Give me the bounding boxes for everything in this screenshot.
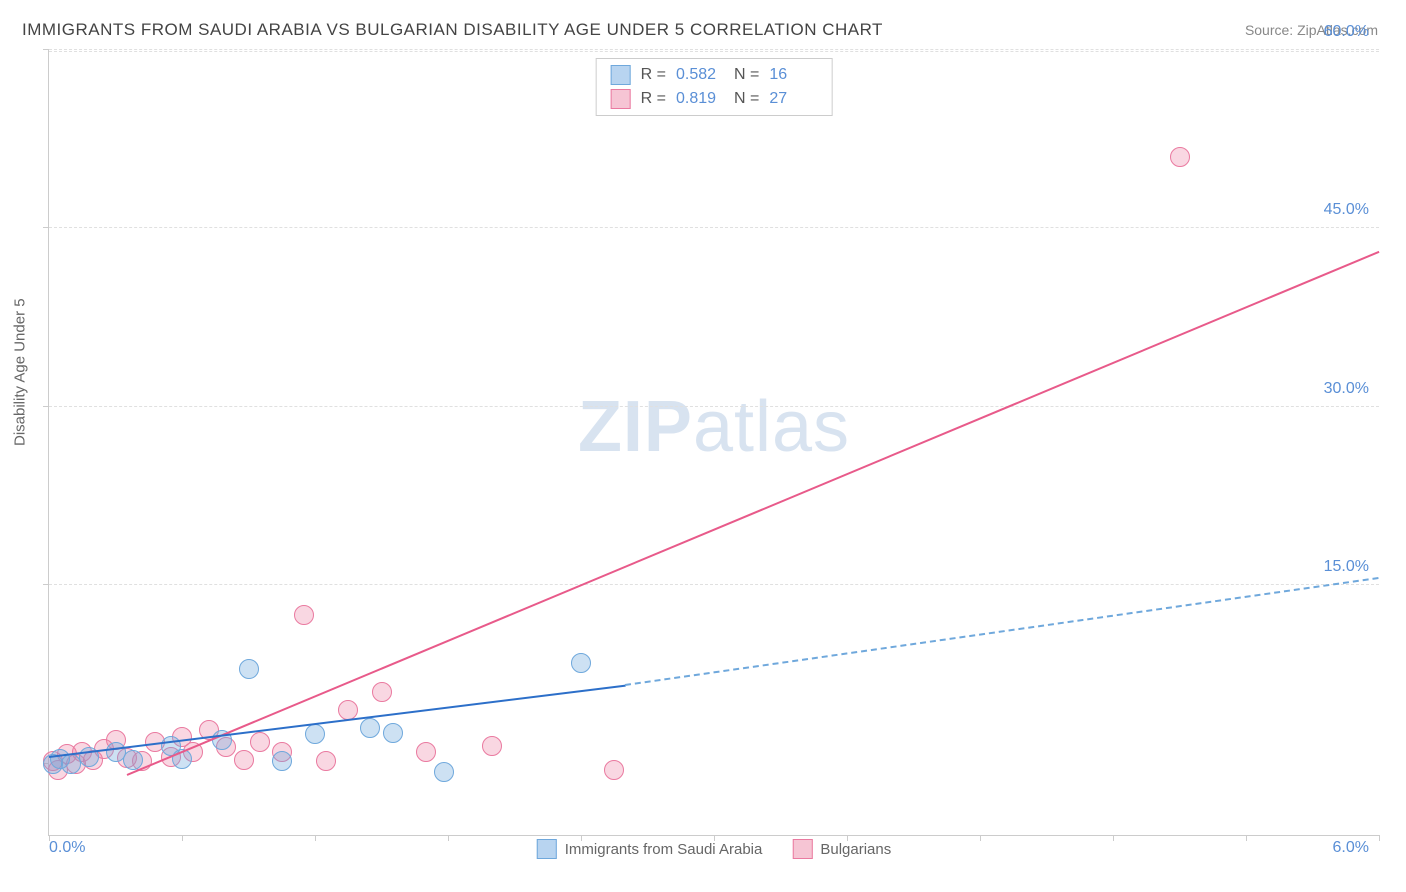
stats-row: R = 0.582 N = 16 (597, 63, 832, 87)
stat-n-value: 16 (769, 66, 817, 84)
y-tick (43, 406, 49, 407)
y-tick (43, 584, 49, 585)
x-tick (315, 835, 316, 841)
pink-point (372, 682, 392, 702)
y-tick-label: 30.0% (1324, 380, 1369, 398)
trend-line (625, 577, 1379, 686)
pink-point (250, 732, 270, 752)
scatter-plot-area: ZIPatlas R =0.582N =16R =0.819N =27 0.0%… (48, 50, 1379, 836)
stat-r-label: R = (641, 90, 666, 108)
trend-line (126, 250, 1379, 775)
blue-point (239, 659, 259, 679)
gridline (49, 51, 1379, 52)
stat-n-label: N = (734, 90, 759, 108)
stat-n-label: N = (734, 66, 759, 84)
stats-row: R = 0.819 N = 27 (597, 87, 832, 111)
trend-line (49, 684, 626, 757)
y-tick (43, 49, 49, 50)
gridline (49, 406, 1379, 407)
x-tick (581, 835, 582, 841)
pink-point (294, 605, 314, 625)
x-tick (49, 835, 50, 841)
pink-point (416, 742, 436, 762)
x-tick (1246, 835, 1247, 841)
x-tick (980, 835, 981, 841)
legend-swatch (537, 839, 557, 859)
legend: Immigrants from Saudi Arabia Bulgarians (537, 839, 891, 859)
legend-item: Bulgarians (792, 839, 891, 859)
blue-point (360, 718, 380, 738)
stat-r-value: 0.582 (676, 66, 724, 84)
pink-point (1170, 147, 1190, 167)
blue-point (305, 724, 325, 744)
x-tick (714, 835, 715, 841)
pink-point (604, 760, 624, 780)
y-tick-label: 15.0% (1324, 558, 1369, 576)
y-axis-title: Disability Age Under 5 (12, 298, 29, 446)
y-tick-label: 45.0% (1324, 201, 1369, 219)
x-axis-max-label: 6.0% (1333, 839, 1369, 857)
legend-label: Bulgarians (820, 841, 891, 858)
blue-point (272, 751, 292, 771)
x-tick (448, 835, 449, 841)
x-axis-min-label: 0.0% (49, 839, 85, 857)
pink-point (482, 736, 502, 756)
legend-item: Immigrants from Saudi Arabia (537, 839, 763, 859)
blue-point (434, 762, 454, 782)
blue-point (383, 723, 403, 743)
x-tick (1113, 835, 1114, 841)
legend-swatch (792, 839, 812, 859)
pink-point (234, 750, 254, 770)
chart-title: IMMIGRANTS FROM SAUDI ARABIA VS BULGARIA… (22, 20, 883, 40)
source-label: Source: (1245, 22, 1293, 38)
x-tick (182, 835, 183, 841)
legend-swatch (611, 65, 631, 85)
watermark: ZIPatlas (578, 386, 850, 468)
y-tick-label: 60.0% (1324, 23, 1369, 41)
x-tick (847, 835, 848, 841)
stats-box: R = 0.582 N = 16 R = 0.819 N = 27 (596, 58, 833, 116)
stat-r-label: R = (641, 66, 666, 84)
blue-point (571, 653, 591, 673)
gridline (49, 49, 1379, 50)
x-tick (1379, 835, 1380, 841)
legend-label: Immigrants from Saudi Arabia (565, 841, 763, 858)
stat-r-value: 0.819 (676, 90, 724, 108)
legend-swatch (611, 89, 631, 109)
gridline (49, 227, 1379, 228)
gridline (49, 584, 1379, 585)
pink-point (316, 751, 336, 771)
y-tick (43, 227, 49, 228)
stat-n-value: 27 (769, 90, 817, 108)
